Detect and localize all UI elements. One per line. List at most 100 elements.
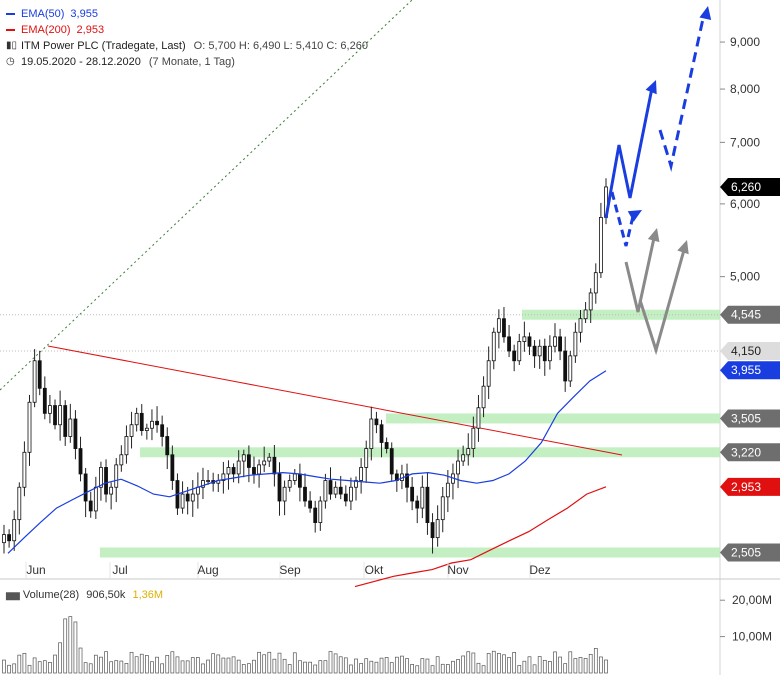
candle-body	[389, 448, 394, 475]
candle-body	[226, 467, 231, 475]
candle-body	[180, 493, 185, 509]
volume-bar	[303, 661, 307, 674]
volume-bar	[578, 656, 583, 674]
candle-body	[170, 454, 175, 481]
candle-body	[99, 467, 103, 488]
candle-body	[328, 480, 333, 495]
volume-bar	[522, 660, 527, 674]
volume-legend[interactable]: ▆▆ Volume(28) 906,50k 1,36M	[6, 589, 163, 601]
volume-bar	[364, 658, 369, 674]
price-tag	[720, 409, 780, 428]
candle-body	[124, 436, 129, 456]
volume-bar	[99, 656, 103, 674]
candle-body	[420, 486, 425, 509]
volume-bar	[415, 665, 420, 674]
volume-bar	[287, 664, 292, 674]
volume-bar	[216, 654, 221, 674]
candle-body	[405, 473, 409, 488]
ema50-line	[7, 370, 607, 554]
candle-body	[542, 345, 547, 362]
volume-bar	[165, 655, 170, 674]
ohlc-values: O: 5,700 H: 6,490 L: 5,410 C: 6,260	[193, 40, 368, 52]
period-range: 19.05.2020 - 28.12.2020	[21, 56, 141, 68]
volume-bar	[497, 653, 501, 674]
volume-label: Volume(28)	[22, 589, 80, 601]
x-tick-label: Jul	[112, 563, 127, 577]
ema200-value: 2,953	[76, 24, 105, 36]
price-tag-label: 2,505	[731, 546, 761, 560]
volume-bar	[527, 656, 532, 674]
price-tag-label: 4,150	[731, 344, 761, 358]
candle-body	[553, 336, 557, 347]
candle-body	[7, 534, 12, 542]
volume-bar	[343, 657, 348, 674]
candle-body	[338, 486, 343, 495]
volume-bar	[252, 659, 256, 674]
volume-bar	[507, 657, 511, 674]
x-axis: Jun Jul Aug Sep Okt Nov Dez	[25, 562, 551, 578]
candle-body	[282, 486, 287, 502]
x-tick-label: Dez	[529, 563, 550, 577]
volume-bar	[502, 654, 506, 674]
price-tag	[720, 177, 780, 196]
candle-body	[53, 405, 57, 426]
candle-body	[512, 350, 517, 362]
candle-body	[537, 345, 542, 357]
scenario-arrows	[604, 6, 712, 356]
volume-bar	[435, 656, 440, 674]
volume-bar	[170, 651, 175, 674]
candle-body	[461, 454, 466, 462]
volume-bar	[63, 618, 68, 674]
candle-body	[109, 486, 114, 495]
candle-body	[165, 436, 170, 456]
volume-bar	[384, 657, 389, 674]
price-tag-label: 3,505	[731, 411, 761, 425]
volume-bar	[313, 664, 318, 674]
candle-body	[374, 418, 379, 426]
volume-bar	[32, 657, 37, 674]
volume-bar	[160, 663, 165, 674]
volume-bar	[272, 658, 277, 674]
y-tick-label: 9,000	[730, 35, 760, 49]
candle-body	[37, 360, 42, 389]
volume-bar	[155, 656, 159, 674]
support-zone	[386, 413, 720, 424]
candle-body	[379, 424, 384, 443]
y-axis: 5,000 6,000 7,000 8,000 9,000 6,260 4,545 4,150…	[720, 35, 780, 562]
short-dashed-arrowhead	[627, 210, 642, 222]
volume-bar	[573, 658, 578, 674]
candle-body	[466, 448, 471, 456]
candle-body	[63, 405, 68, 437]
candle-body	[139, 412, 144, 431]
volume-bar	[104, 651, 108, 674]
volume-bar	[129, 651, 134, 674]
candle-body	[547, 345, 552, 362]
candle-body	[486, 360, 491, 387]
candle-body	[114, 464, 119, 488]
volume-value: 906,50k	[86, 589, 126, 601]
volume-bar	[134, 656, 139, 674]
ema50-label: EMA(50)	[21, 8, 65, 20]
legend-instrument[interactable]: ▮▯ ITM Power PLC (Tradegate, Last) O: 5,…	[6, 38, 368, 54]
legend-ema50[interactable]: EMA(50) 3,955	[6, 6, 368, 22]
volume-bar	[410, 664, 414, 674]
volume-bar	[48, 661, 52, 674]
candle-body	[507, 336, 511, 352]
x-tick-label: Okt	[365, 563, 384, 577]
volume-bar	[196, 657, 200, 674]
candle-body	[435, 519, 440, 539]
price-tag-label: 6,260	[731, 180, 761, 194]
volume-bar	[83, 662, 88, 674]
chart-legend: EMA(50) 3,955 EMA(200) 2,953 ▮▯ ITM Powe…	[6, 6, 368, 70]
volume-bar	[12, 663, 17, 674]
volume-bar	[354, 658, 358, 674]
candle-body	[236, 460, 241, 475]
volume-bar	[374, 661, 379, 674]
bullish-dashed-arrow	[658, 13, 706, 172]
volume-bar	[445, 664, 450, 674]
candle-body	[93, 486, 98, 512]
legend-period[interactable]: ◷ 19.05.2020 - 28.12.2020 (7 Monate, 1 T…	[6, 54, 368, 70]
candle-body	[287, 480, 292, 488]
candle-body	[303, 486, 307, 502]
legend-ema200[interactable]: EMA(200) 2,953	[6, 22, 368, 38]
